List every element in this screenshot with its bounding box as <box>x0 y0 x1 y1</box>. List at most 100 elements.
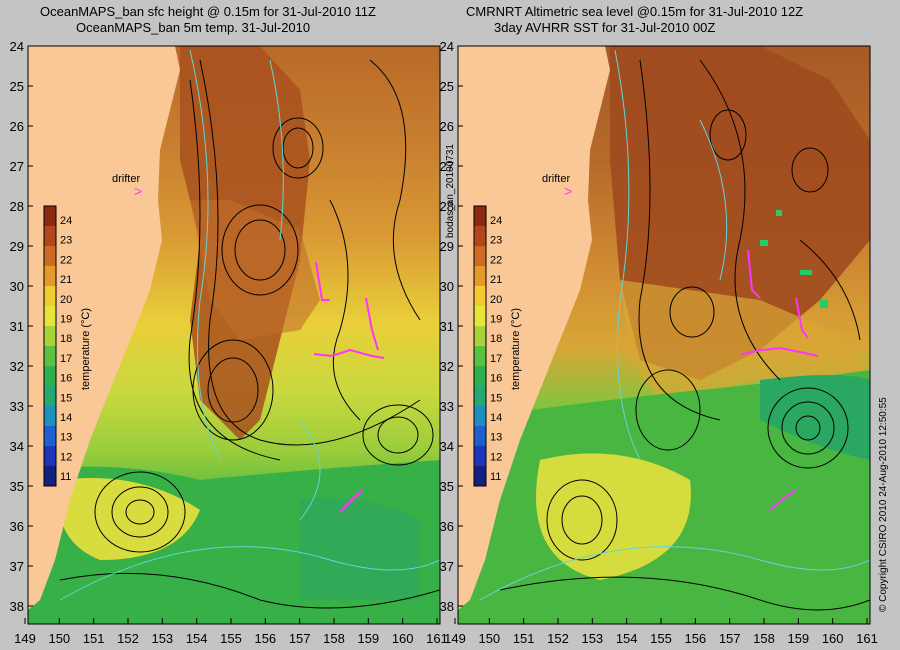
left-lat-label: 33 <box>10 399 24 414</box>
left-colorbar-swatch <box>44 306 56 327</box>
left-colorbar-tick: 14 <box>60 412 72 424</box>
left-colorbar-swatch <box>44 206 56 227</box>
right-map-frame <box>457 45 871 625</box>
left-lat-label: 25 <box>10 79 24 94</box>
left-colorbar-swatch <box>44 426 56 447</box>
right-colorbar-swatch <box>474 286 486 307</box>
right-colorbar-tick: 24 <box>490 215 502 227</box>
left-colorbar-swatch <box>44 266 56 287</box>
right-lon-label: 159 <box>787 631 809 646</box>
right-colorbar-swatch <box>474 306 486 327</box>
right-lat-label: 32 <box>440 359 454 374</box>
right-lon-label: 149 <box>444 631 466 646</box>
right-map <box>458 46 870 624</box>
left-lon-label: 156 <box>254 631 276 646</box>
right-colorbar-swatch <box>474 366 486 387</box>
left-drifter-label: drifter <box>112 173 141 185</box>
right-lat-label: 24 <box>440 39 454 54</box>
left-colorbar-swatch <box>44 226 56 247</box>
right-colorbar-swatch <box>474 406 486 427</box>
left-lat-label: 29 <box>10 239 24 254</box>
left-colorbar-label: temperature (°C) <box>80 307 92 390</box>
left-lon-label: 161 <box>426 631 448 646</box>
right-lon-label: 155 <box>650 631 672 646</box>
right-title-line2: 3day AVHRR SST for 31-Jul-2010 00Z <box>494 20 716 35</box>
right-lat-label: 26 <box>440 119 454 134</box>
left-lon-label: 153 <box>151 631 173 646</box>
left-colorbar-tick: 23 <box>60 235 72 247</box>
left-lat-label: 34 <box>10 439 24 454</box>
left-colorbar-tick: 19 <box>60 314 72 326</box>
right-colorbar-swatch <box>474 446 486 467</box>
right-drifter-marker: > <box>564 183 572 199</box>
right-colorbar-label: temperature (°C) <box>510 307 522 390</box>
right-lon-label: 158 <box>753 631 775 646</box>
left-colorbar-swatch <box>44 246 56 267</box>
right-lon-label: 160 <box>822 631 844 646</box>
left-colorbar-tick: 15 <box>60 392 72 404</box>
left-drifter-marker: > <box>134 183 142 199</box>
left-lat-label: 35 <box>10 479 24 494</box>
left-lon-label: 158 <box>323 631 345 646</box>
right-lat-label: 35 <box>440 479 454 494</box>
right-lat-label: 30 <box>440 279 454 294</box>
left-colorbar-tick: 16 <box>60 373 72 385</box>
left-lon-label: 157 <box>289 631 311 646</box>
left-colorbar-tick: 21 <box>60 274 72 286</box>
right-drifter-label: drifter <box>542 173 571 185</box>
left-colorbar-tick: 24 <box>60 215 72 227</box>
left-lat-label: 26 <box>10 119 24 134</box>
left-lon-label: 155 <box>220 631 242 646</box>
left-colorbar-tick: 11 <box>60 471 71 483</box>
left-lat-label: 32 <box>10 359 24 374</box>
left-colorbar-swatch <box>44 346 56 367</box>
left-colorbar-swatch <box>44 466 56 487</box>
right-lat-label: 25 <box>440 79 454 94</box>
left-colorbar-tick: 12 <box>60 451 72 463</box>
left-colorbar-tick: 20 <box>60 294 72 306</box>
right-lon-label: 156 <box>684 631 706 646</box>
left-colorbar-frame <box>43 205 57 487</box>
left-colorbar-swatch <box>44 366 56 387</box>
right-colorbar-swatch <box>474 206 486 227</box>
left-colorbar-swatch <box>44 406 56 427</box>
left-lat-label: 28 <box>10 199 24 214</box>
left-map <box>28 46 440 624</box>
right-lon-label: 154 <box>616 631 638 646</box>
left-lat-label: 38 <box>10 599 24 614</box>
left-lat-label: 37 <box>10 559 24 574</box>
right-lat-label: 34 <box>440 439 454 454</box>
right-lon-label: 150 <box>478 631 500 646</box>
right-lat-label: 29 <box>440 239 454 254</box>
left-lon-label: 149 <box>14 631 36 646</box>
left-lon-label: 151 <box>83 631 105 646</box>
left-lon-label: 160 <box>392 631 414 646</box>
left-title-line1: OceanMAPS_ban sfc height @ 0.15m for 31-… <box>40 4 376 19</box>
left-colorbar-tick: 22 <box>60 254 72 266</box>
left-colorbar-tick: 18 <box>60 333 72 345</box>
left-colorbar-swatch <box>44 286 56 307</box>
copyright-label: © Copyright CSIRO 2010 24-Aug-2010 12:50… <box>878 397 889 612</box>
right-colorbar-tick: 23 <box>490 235 502 247</box>
right-colorbar-swatch <box>474 346 486 367</box>
right-lat-label: 27 <box>440 159 454 174</box>
right-colorbar-swatch <box>474 266 486 287</box>
left-lon-label: 152 <box>117 631 139 646</box>
right-colorbar-tick: 13 <box>490 432 502 444</box>
right-lon-label: 153 <box>581 631 603 646</box>
left-lon-label: 154 <box>186 631 208 646</box>
right-colorbar-tick: 11 <box>490 471 501 483</box>
right-colorbar-tick: 12 <box>490 451 502 463</box>
right-lat-label: 28 <box>440 199 454 214</box>
right-lon-label: 151 <box>513 631 535 646</box>
right-lat-label: 37 <box>440 559 454 574</box>
right-colorbar-swatch <box>474 226 486 247</box>
left-lat-label: 31 <box>10 319 24 334</box>
right-lat-label: 33 <box>440 399 454 414</box>
right-lat-label: 31 <box>440 319 454 334</box>
left-colorbar-tick: 13 <box>60 432 72 444</box>
left-lat-label: 36 <box>10 519 24 534</box>
left-colorbar-swatch <box>44 446 56 467</box>
left-lat-label: 30 <box>10 279 24 294</box>
right-colorbar-tick: 19 <box>490 314 502 326</box>
